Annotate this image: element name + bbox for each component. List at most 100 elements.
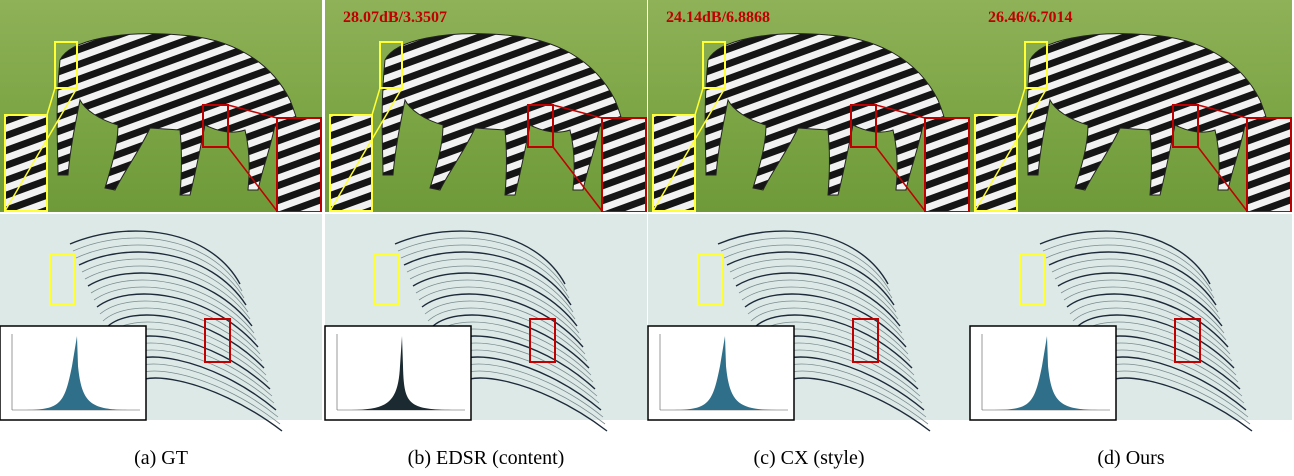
- caption: (b) EDSR (content): [408, 447, 565, 469]
- edge: [1045, 244, 1215, 299]
- edge: [78, 251, 247, 306]
- edge: [1057, 272, 1223, 327]
- zoom-link: [652, 87, 726, 212]
- zoom-src: [204, 318, 231, 363]
- edge: [93, 286, 257, 341]
- edge: [1054, 265, 1221, 320]
- edge: [69, 230, 241, 285]
- edge: [427, 307, 588, 362]
- zoom-big: [652, 114, 696, 212]
- histogram: [668, 336, 783, 410]
- edge: [72, 237, 243, 292]
- metric: 28.07dB/3.3507: [343, 9, 447, 26]
- edge: [1072, 307, 1233, 362]
- edge: [1063, 286, 1227, 341]
- zoom-big: [276, 117, 322, 212]
- zoom-link: [227, 146, 278, 212]
- zoom-src: [49, 254, 75, 306]
- edge: [1069, 300, 1231, 355]
- edge: [1060, 279, 1225, 334]
- edge: [96, 293, 259, 348]
- gradient-map: [647, 214, 970, 432]
- histogram-inset: [0, 325, 147, 421]
- edge: [1066, 293, 1229, 348]
- zoom-link: [4, 87, 78, 212]
- zoom-src: [202, 104, 229, 148]
- edge: [753, 314, 913, 369]
- zebra: [56, 33, 303, 196]
- edge: [397, 237, 568, 292]
- edge: [1042, 237, 1213, 292]
- zoom-big: [924, 117, 970, 212]
- edge: [424, 300, 586, 355]
- gradient-map: [324, 214, 647, 432]
- edge: [409, 265, 576, 320]
- edge: [430, 314, 590, 369]
- edge: [81, 258, 249, 313]
- zoom-src: [702, 41, 726, 89]
- zoom-src: [379, 41, 403, 89]
- edge: [747, 300, 909, 355]
- edge: [744, 293, 907, 348]
- edge: [732, 265, 899, 320]
- edge: [102, 307, 263, 362]
- photo: [648, 0, 970, 212]
- edge: [1051, 258, 1219, 313]
- zoom-link: [875, 104, 926, 119]
- zoom-link: [552, 104, 603, 119]
- zoom-link: [227, 104, 278, 119]
- edge: [1075, 314, 1235, 369]
- edge: [726, 251, 895, 306]
- edge: [394, 230, 566, 285]
- edge: [717, 230, 889, 285]
- histogram-inset: [324, 325, 472, 421]
- zoom-link: [552, 146, 603, 212]
- panel: 28.07dB/3.3507 (b) EDSR (content): [324, 0, 647, 469]
- zebra: [704, 33, 951, 196]
- zoom-src: [1174, 318, 1201, 363]
- zoom-link: [974, 87, 1048, 212]
- zoom-big: [329, 114, 373, 212]
- zoom-big: [601, 117, 647, 212]
- edge: [750, 307, 911, 362]
- zoom-link: [1197, 104, 1248, 119]
- photo: [0, 0, 322, 212]
- edge: [735, 272, 901, 327]
- edge: [1039, 230, 1211, 285]
- zoom-src: [1024, 41, 1048, 89]
- panel: (a) GT: [0, 0, 322, 469]
- zoom-big: [974, 114, 1018, 212]
- zebra: [381, 33, 628, 196]
- edge: [406, 258, 574, 313]
- edge: [75, 244, 245, 299]
- histogram: [990, 336, 1105, 410]
- zoom-big: [4, 114, 48, 212]
- histogram: [345, 336, 460, 410]
- zoom-src: [527, 104, 554, 148]
- zoom-link: [875, 146, 926, 212]
- zoom-src: [374, 254, 400, 306]
- edge: [84, 265, 251, 320]
- edge: [400, 244, 570, 299]
- gradient-map: [0, 214, 322, 432]
- histogram-inset: [647, 325, 795, 421]
- panel: 26.46/6.7014 (d) Ours: [969, 0, 1292, 469]
- zebra: [1026, 33, 1273, 196]
- zoom-link: [371, 87, 381, 116]
- zoom-src: [54, 41, 78, 89]
- edge: [105, 314, 265, 369]
- edge: [412, 272, 578, 327]
- zoom-src: [850, 104, 877, 148]
- edge: [403, 251, 572, 306]
- metric: 24.14dB/6.8868: [666, 9, 770, 26]
- zoom-src: [697, 254, 723, 306]
- histogram-inset: [969, 325, 1117, 421]
- edge: [1048, 251, 1217, 306]
- caption: (c) CX (style): [753, 447, 864, 469]
- zoom-link: [694, 87, 704, 116]
- zoom-link: [1197, 146, 1248, 212]
- edge: [723, 244, 893, 299]
- histogram: [20, 336, 135, 410]
- edge: [415, 279, 580, 334]
